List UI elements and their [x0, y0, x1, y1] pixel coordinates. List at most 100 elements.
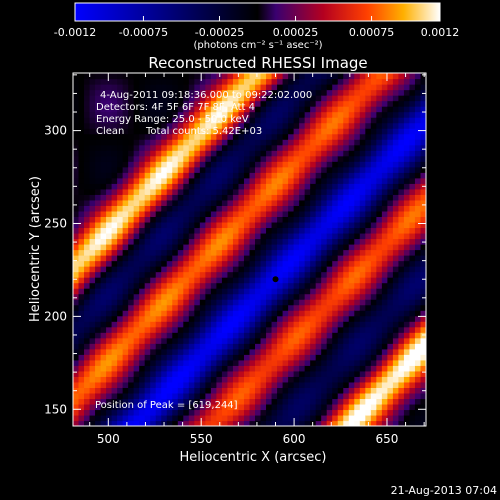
- heatmap-cell: [304, 326, 311, 333]
- heatmap-cell: [387, 255, 394, 262]
- heatmap-cell: [216, 288, 223, 295]
- heatmap-cell: [288, 210, 295, 218]
- heatmap-cell: [221, 337, 229, 344]
- heatmap-cell: [337, 398, 344, 405]
- heatmap-cell: [133, 260, 140, 267]
- heatmap-cell: [183, 255, 190, 262]
- heatmap-cell: [277, 95, 284, 102]
- heatmap-cell: [370, 337, 377, 344]
- heatmap-cell: [420, 188, 426, 195]
- heatmap-cell: [161, 348, 168, 355]
- heatmap-cell: [255, 111, 262, 118]
- heatmap-cell: [111, 326, 118, 333]
- heatmap-cell: [100, 232, 107, 240]
- timestamp: 21-Aug-2013 07:04: [391, 484, 497, 497]
- heatmap-cell: [299, 332, 306, 339]
- heatmap-cell: [122, 387, 129, 394]
- heatmap-cell: [155, 89, 162, 96]
- heatmap-cell: [210, 315, 218, 322]
- heatmap-cell: [365, 95, 372, 102]
- heatmap-cell: [403, 84, 411, 91]
- heatmap-cell: [232, 337, 240, 344]
- heatmap-cell: [133, 277, 140, 284]
- heatmap-cell: [337, 282, 344, 289]
- heatmap-cell: [78, 73, 85, 80]
- heatmap-cell: [392, 365, 400, 372]
- heatmap-cell: [238, 139, 245, 146]
- heatmap-cell: [227, 161, 234, 168]
- heatmap-cell: [398, 392, 405, 400]
- heatmap-cell: [359, 271, 366, 278]
- heatmap-cell: [359, 387, 366, 394]
- heatmap-cell: [332, 89, 339, 96]
- heatmap-cell: [277, 414, 284, 422]
- heatmap-cell: [288, 337, 295, 344]
- heatmap-cell: [348, 420, 355, 426]
- heatmap-cell: [304, 84, 311, 91]
- heatmap-cell: [348, 172, 355, 179]
- heatmap-cell: [150, 304, 157, 311]
- heatmap-cell: [420, 266, 426, 273]
- heatmap-cell: [78, 348, 85, 355]
- heatmap-cell: [365, 282, 372, 289]
- heatmap-cell: [365, 343, 372, 350]
- heatmap-cell: [321, 420, 328, 426]
- heatmap-cell: [243, 255, 251, 262]
- heatmap-cell: [365, 288, 372, 295]
- heatmap-cell: [227, 332, 234, 339]
- heatmap-cell: [150, 227, 157, 234]
- heatmap-cell: [117, 392, 124, 400]
- heatmap-cell: [238, 155, 245, 162]
- heatmap-cell: [315, 326, 322, 333]
- heatmap-cell: [414, 271, 422, 278]
- heatmap-cell: [370, 299, 377, 306]
- heatmap-cell: [288, 139, 295, 146]
- heatmap-cell: [348, 365, 355, 372]
- heatmap-cell: [144, 282, 151, 289]
- heatmap-cell: [255, 177, 262, 184]
- heatmap-cell: [337, 150, 344, 157]
- heatmap-cell: [398, 277, 405, 284]
- heatmap-cell: [172, 205, 179, 212]
- heatmap-cell: [133, 128, 140, 135]
- y-tick-label: 200: [44, 309, 67, 323]
- heatmap-cell: [282, 78, 289, 85]
- heatmap-cell: [144, 277, 151, 284]
- heatmap-cell: [414, 89, 422, 96]
- heatmap-cell: [139, 177, 146, 184]
- heatmap-cell: [266, 194, 273, 201]
- heatmap-cell: [277, 260, 284, 267]
- detectors-label: Detectors: 4F 5F 6F 7F 8F, Att 4: [96, 102, 255, 113]
- heatmap-cell: [348, 117, 355, 124]
- heatmap-cell: [310, 392, 317, 400]
- heatmap-cell: [271, 288, 278, 295]
- heatmap-cell: [166, 238, 173, 245]
- heatmap-cell: [144, 315, 151, 322]
- heatmap-cell: [188, 266, 195, 273]
- heatmap-cell: [260, 73, 267, 80]
- heatmap-cell: [161, 117, 168, 124]
- heatmap-cell: [381, 354, 388, 361]
- heatmap-cell: [166, 117, 173, 124]
- heatmap-cell: [139, 188, 146, 195]
- heatmap-cell: [277, 266, 284, 273]
- heatmap-cell: [282, 420, 289, 426]
- heatmap-cell: [255, 299, 262, 306]
- heatmap-cell: [321, 299, 328, 306]
- heatmap-cell: [392, 172, 400, 179]
- heatmap-cell: [299, 277, 306, 284]
- heatmap-cell: [420, 122, 426, 129]
- heatmap-cell: [89, 387, 96, 394]
- heatmap-cell: [271, 111, 278, 118]
- heatmap-cell: [277, 210, 284, 218]
- heatmap-cell: [348, 89, 355, 96]
- heatmap-cell: [414, 199, 422, 206]
- heatmap-cell: [111, 106, 118, 113]
- heatmap-cell: [332, 365, 339, 372]
- heatmap-cell: [299, 89, 306, 96]
- heatmap-cell: [304, 387, 311, 394]
- heatmap-cell: [387, 117, 394, 124]
- heatmap-cell: [73, 409, 80, 416]
- heatmap-cell: [304, 304, 311, 311]
- heatmap-cell: [359, 403, 366, 411]
